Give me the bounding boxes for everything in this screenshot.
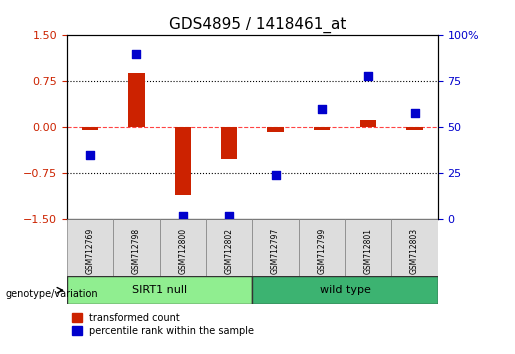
FancyBboxPatch shape <box>299 219 345 276</box>
Bar <box>360 120 376 127</box>
Bar <box>82 127 98 130</box>
Point <box>318 106 326 112</box>
Text: GDS4895 / 1418461_at: GDS4895 / 1418461_at <box>169 17 346 33</box>
FancyBboxPatch shape <box>345 219 391 276</box>
Text: wild type: wild type <box>320 285 370 295</box>
FancyBboxPatch shape <box>206 219 252 276</box>
Text: GSM712797: GSM712797 <box>271 228 280 274</box>
Point <box>225 213 233 219</box>
Text: GSM712798: GSM712798 <box>132 228 141 274</box>
Point <box>132 51 141 57</box>
Point <box>364 73 372 79</box>
Text: GSM712801: GSM712801 <box>364 228 373 274</box>
Bar <box>175 127 191 195</box>
FancyBboxPatch shape <box>252 219 299 276</box>
Bar <box>221 127 237 159</box>
FancyBboxPatch shape <box>67 219 113 276</box>
FancyBboxPatch shape <box>391 219 438 276</box>
Point <box>86 152 94 158</box>
FancyBboxPatch shape <box>113 219 160 276</box>
Text: GSM712803: GSM712803 <box>410 228 419 274</box>
Point <box>271 172 280 178</box>
FancyBboxPatch shape <box>252 276 438 304</box>
FancyBboxPatch shape <box>160 219 206 276</box>
Text: GSM712800: GSM712800 <box>178 228 187 274</box>
Legend: transformed count, percentile rank within the sample: transformed count, percentile rank withi… <box>72 313 254 336</box>
Bar <box>128 73 145 127</box>
Text: GSM712769: GSM712769 <box>85 228 95 274</box>
FancyBboxPatch shape <box>67 276 252 304</box>
Text: SIRT1 null: SIRT1 null <box>132 285 187 295</box>
Point <box>410 110 419 115</box>
Bar <box>406 127 423 130</box>
Text: genotype/variation: genotype/variation <box>5 289 98 299</box>
Text: GSM712799: GSM712799 <box>317 228 327 274</box>
Bar <box>267 127 284 132</box>
Text: GSM712802: GSM712802 <box>225 228 234 274</box>
Point <box>179 213 187 219</box>
Bar <box>314 127 330 130</box>
